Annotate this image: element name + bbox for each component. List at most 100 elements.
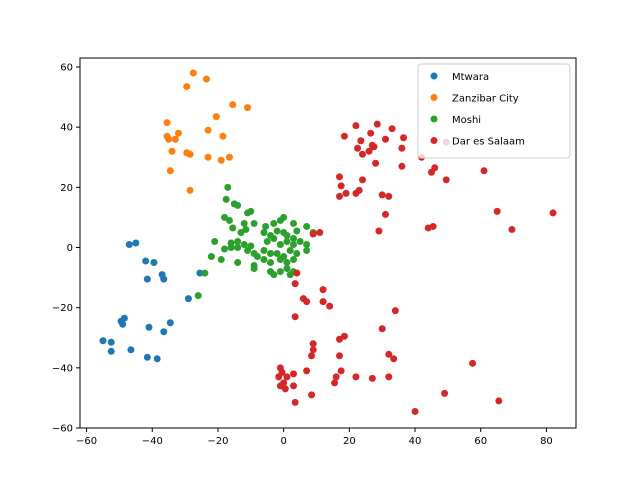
data-point: [276, 256, 284, 264]
data-point: [150, 259, 158, 267]
data-point: [119, 320, 127, 328]
data-point: [219, 132, 227, 140]
data-point: [358, 176, 366, 184]
legend-entry: Zanzibar City: [452, 94, 519, 105]
data-point: [168, 147, 176, 155]
data-point: [160, 275, 168, 283]
data-point: [309, 340, 317, 348]
y-tick-label: 60: [60, 63, 73, 74]
legend-marker: [430, 94, 438, 101]
data-point: [227, 244, 235, 252]
data-point: [381, 210, 389, 218]
data-point: [189, 69, 197, 77]
data-point: [276, 241, 284, 248]
data-point: [160, 328, 168, 336]
data-point: [319, 298, 327, 306]
data-point: [508, 225, 516, 233]
data-point: [234, 244, 242, 252]
data-point: [365, 147, 373, 155]
data-point: [442, 176, 450, 184]
data-point: [378, 191, 386, 199]
data-point: [290, 219, 298, 227]
axes-frame: [79, 57, 577, 429]
data-point: [221, 245, 229, 253]
data-point: [411, 407, 419, 415]
data-point: [332, 373, 340, 381]
data-point: [234, 238, 242, 245]
data-point: [244, 247, 252, 255]
data-point: [132, 239, 140, 247]
data-point: [319, 286, 327, 294]
data-point: [286, 247, 294, 255]
x-tick-label: −20: [207, 436, 228, 447]
data-point: [358, 150, 366, 158]
data-point: [385, 350, 393, 358]
data-point: [391, 307, 399, 315]
data-point: [337, 367, 345, 375]
data-point: [107, 347, 115, 355]
data-point: [303, 247, 311, 255]
data-point: [352, 122, 360, 130]
data-point: [291, 398, 299, 406]
data-point: [175, 129, 183, 137]
data-point: [390, 355, 398, 363]
data-point: [336, 352, 343, 360]
data-point: [225, 153, 233, 161]
data-point: [240, 241, 248, 248]
data-point: [373, 120, 381, 128]
data-point: [270, 234, 278, 242]
series-1: [163, 69, 252, 194]
data-point: [260, 256, 268, 264]
data-point: [291, 313, 299, 321]
x-tick-label: −40: [142, 436, 163, 447]
data-point: [207, 253, 215, 261]
data-point: [229, 224, 237, 232]
data-point: [262, 222, 270, 230]
data-point: [385, 192, 393, 200]
data-point: [270, 219, 278, 227]
data-point: [250, 219, 258, 227]
data-point: [234, 259, 242, 267]
data-point: [275, 373, 283, 381]
data-point: [281, 385, 289, 393]
data-point: [495, 397, 503, 405]
data-point: [204, 126, 212, 134]
data-point: [184, 295, 192, 303]
data-point: [326, 302, 334, 310]
data-point: [283, 373, 291, 381]
data-point: [127, 346, 135, 354]
data-point: [398, 144, 406, 152]
data-point: [291, 280, 299, 288]
legend: Mtwara Zanzibar City Moshi Dar es Salaam: [417, 63, 571, 159]
data-point: [263, 238, 271, 245]
data-point: [290, 370, 298, 378]
x-tick-label: 0: [280, 436, 286, 447]
data-point: [153, 355, 161, 363]
data-point: [340, 132, 348, 140]
data-point: [372, 159, 380, 167]
x-tick-label: 80: [540, 436, 553, 447]
data-point: [427, 168, 435, 176]
data-point: [260, 228, 268, 236]
y-tick-label: −40: [52, 363, 73, 374]
data-point: [336, 192, 343, 200]
legend-entry: Mtwara: [452, 72, 489, 83]
data-point: [337, 182, 345, 190]
legend-marker: [430, 115, 438, 123]
x-tick-label: −60: [76, 436, 97, 447]
data-point: [352, 189, 360, 197]
data-point: [385, 373, 393, 381]
data-point: [378, 325, 386, 333]
legend-box: [417, 63, 571, 159]
data-point: [375, 227, 383, 235]
data-point: [244, 104, 252, 112]
data-point: [400, 134, 408, 142]
series-0: [99, 239, 204, 363]
data-point: [267, 259, 275, 267]
data-point: [290, 234, 298, 242]
data-point: [273, 227, 281, 235]
data-point: [166, 319, 174, 327]
legend-marker: [430, 72, 438, 80]
data-point: [283, 259, 291, 267]
